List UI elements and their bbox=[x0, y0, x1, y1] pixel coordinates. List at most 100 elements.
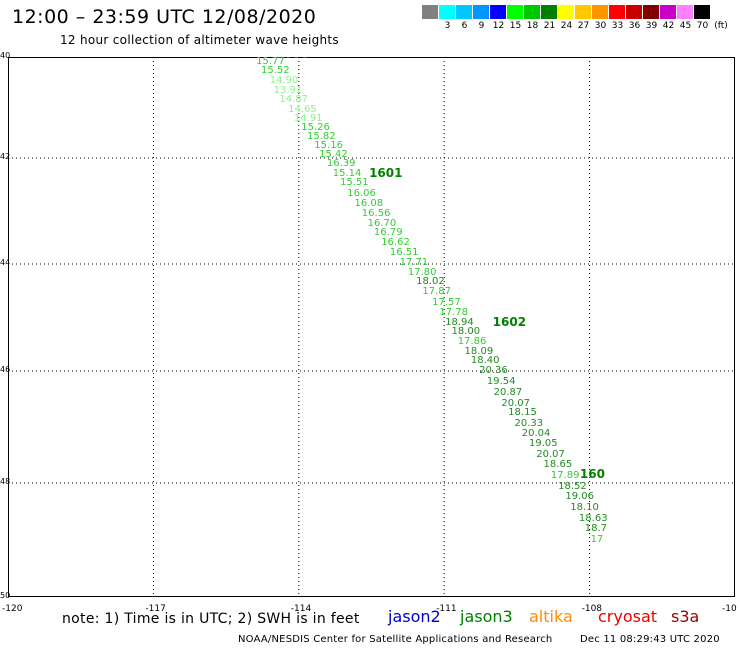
wave-height-value: 15.14 bbox=[332, 167, 362, 179]
colorbar-swatch bbox=[541, 5, 558, 19]
wave-height-value: 17.89 bbox=[550, 469, 580, 481]
satellite-legend-item: jason2 bbox=[388, 607, 441, 626]
wave-height-value: 15.52 bbox=[260, 64, 290, 76]
colorbar-swatch bbox=[456, 5, 473, 19]
colorbar-swatch bbox=[643, 5, 660, 19]
wave-height-value: 16.79 bbox=[373, 227, 403, 239]
longitude-label: -111 bbox=[436, 604, 457, 614]
colorbar-swatch bbox=[660, 5, 677, 19]
wave-height-value: 18.7 bbox=[584, 522, 608, 534]
colorbar-swatch bbox=[473, 5, 490, 19]
wave-height-value: 15.42 bbox=[319, 148, 348, 160]
wave-height-value: 13.91 bbox=[273, 84, 303, 96]
wave-height-value: 20.07 bbox=[536, 448, 565, 460]
wave-height-value: 18.15 bbox=[508, 407, 537, 419]
wave-height-value: 14.65 bbox=[288, 103, 317, 115]
wave-height-value: 16.51 bbox=[389, 246, 419, 258]
wave-height-value: 14.87 bbox=[279, 93, 309, 105]
wave-height-value: 17.80 bbox=[407, 267, 437, 279]
wave-height-value: 18.94 bbox=[445, 317, 474, 329]
time-label: 1600 bbox=[276, 57, 309, 61]
map-border bbox=[8, 57, 735, 597]
wave-height-value: 16.70 bbox=[367, 217, 397, 229]
wave-height-value: 15.26 bbox=[301, 121, 330, 133]
colorbar-swatch bbox=[490, 5, 507, 19]
wave-height-value: 15.16 bbox=[314, 140, 343, 152]
latitude-label: 46 bbox=[0, 365, 11, 374]
wave-height-value: 18.52 bbox=[558, 480, 587, 492]
colorbar-label: 24 bbox=[560, 21, 573, 31]
map-title: 12:00 – 23:59 UTC 12/08/2020 bbox=[12, 6, 317, 28]
wave-height-value: 16.56 bbox=[361, 207, 391, 219]
wave-height-value: 15.51 bbox=[339, 176, 369, 188]
colorbar-swatch bbox=[694, 5, 711, 19]
wave-height-value: 20.33 bbox=[514, 417, 544, 429]
colorbar-swatch bbox=[422, 5, 439, 19]
wave-height-value: 17.57 bbox=[432, 296, 461, 308]
wave-height-value: 18.65 bbox=[543, 459, 573, 471]
satellite-legend-item: s3a bbox=[671, 607, 700, 626]
footer-note: note: 1) Time is in UTC; 2) SWH is in fe… bbox=[62, 611, 360, 627]
wave-height-value: 18.02 bbox=[416, 276, 445, 288]
map-subtitle: 12 hour collection of altimeter wave hei… bbox=[60, 33, 339, 47]
wave-height-value: 17.78 bbox=[439, 306, 468, 318]
map-plot-area[interactable]: 14.9015.7715.5214.9013.9114.8714.6514.91… bbox=[8, 57, 735, 597]
wave-height-value: 17.86 bbox=[457, 336, 487, 348]
wave-height-value: 20.36 bbox=[479, 364, 508, 376]
colorbar-label: 9 bbox=[478, 21, 485, 31]
latitude-label: 44 bbox=[0, 258, 11, 267]
longitude-label: -117 bbox=[145, 604, 166, 614]
colorbar-label: 30 bbox=[594, 21, 607, 31]
colorbar-swatch bbox=[575, 5, 592, 19]
wave-height-value: 16.06 bbox=[347, 188, 376, 200]
colorbar-label: 15 bbox=[509, 21, 522, 31]
latitude-label: 40 bbox=[0, 51, 11, 60]
wave-height-value: 19.54 bbox=[486, 375, 516, 387]
colorbar-label: 70 bbox=[696, 21, 709, 31]
map-grid bbox=[8, 57, 735, 597]
satellite-legend-item: altika bbox=[529, 607, 573, 626]
colorbar-label: 39 bbox=[645, 21, 658, 31]
wave-height-value: 20.87 bbox=[493, 386, 523, 398]
wave-height-value: 19.05 bbox=[529, 438, 558, 450]
generation-timestamp: Dec 11 08:29:43 UTC 2020 bbox=[580, 634, 720, 645]
wave-height-value: 20.04 bbox=[521, 428, 551, 440]
latitude-label: 42 bbox=[0, 152, 11, 161]
wave-height-value: 17.87 bbox=[422, 286, 452, 298]
time-label: 160 bbox=[579, 466, 605, 481]
colorbar-swatch bbox=[558, 5, 575, 19]
colorbar-swatch bbox=[507, 5, 524, 19]
wave-height-value: 17.71 bbox=[399, 257, 429, 268]
wave-height-value: 16.39 bbox=[326, 157, 356, 169]
colorbar-swatch bbox=[592, 5, 609, 19]
colorbar-swatch bbox=[609, 5, 626, 19]
wave-height-value: 18.10 bbox=[570, 502, 599, 514]
wave-height-value: 20.07 bbox=[501, 397, 531, 409]
colorbar-label: 42 bbox=[662, 21, 675, 31]
wave-height-value: 19.06 bbox=[565, 491, 594, 503]
wave-height-value: 18.09 bbox=[464, 345, 494, 357]
colorbar-label: 18 bbox=[526, 21, 539, 31]
wave-height-value: 18.40 bbox=[470, 355, 500, 367]
wave-height-value: 18.00 bbox=[451, 326, 481, 337]
longitude-label: -120 bbox=[2, 604, 23, 614]
color-legend: 3 6 9 12 15 18 21 24 27 30 33 36 39 42 45 70 (ft) bbox=[422, 5, 728, 35]
colorbar-swatch bbox=[677, 5, 694, 19]
colorbar-unit: (ft) bbox=[714, 21, 728, 31]
wave-height-value: 14.91 bbox=[293, 112, 323, 124]
longitude-label: -108 bbox=[581, 604, 603, 614]
colorbar-label: 45 bbox=[679, 21, 692, 31]
wave-height-value: 16.62 bbox=[381, 237, 410, 249]
time-label: 1601 bbox=[369, 165, 403, 180]
colorbar-swatch bbox=[626, 5, 643, 19]
wave-height-value: 18.63 bbox=[578, 513, 608, 525]
colorbar-label: 36 bbox=[628, 21, 641, 31]
colorbar-label: 21 bbox=[543, 21, 556, 31]
wave-height-value: 14.90 bbox=[248, 57, 277, 60]
colorbar-swatch bbox=[439, 5, 456, 19]
colorbar-swatch bbox=[524, 5, 541, 19]
colorbar-label: 3 bbox=[444, 21, 451, 31]
wave-height-value: 15.82 bbox=[307, 130, 336, 142]
colorbar-label: 6 bbox=[461, 21, 468, 31]
wave-height-value: 16.08 bbox=[354, 197, 384, 209]
